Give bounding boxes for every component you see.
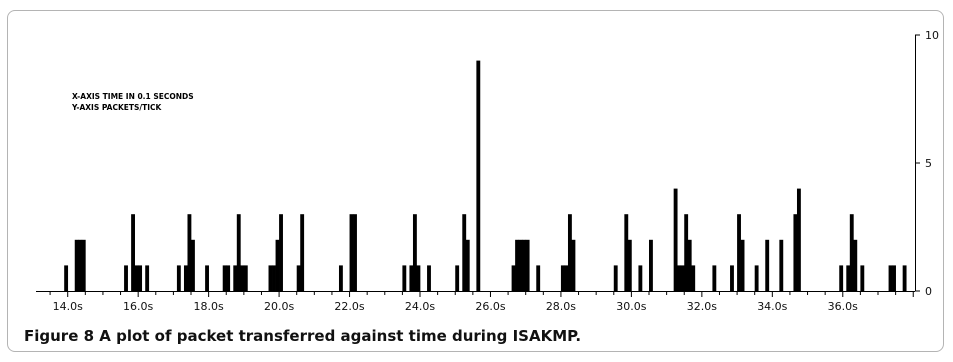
packet-bar bbox=[511, 265, 516, 291]
packet-bar bbox=[279, 214, 283, 291]
packet-bar bbox=[243, 265, 248, 291]
packet-bar bbox=[462, 214, 467, 291]
packet-bar bbox=[737, 214, 741, 291]
packet-bar bbox=[124, 265, 128, 291]
packet-bar bbox=[353, 214, 357, 291]
packet-bar bbox=[64, 265, 69, 291]
packet-bar bbox=[416, 265, 421, 291]
packet-bar bbox=[796, 188, 801, 291]
packet-bar bbox=[145, 265, 150, 291]
packet-bar bbox=[673, 188, 678, 291]
packet-bar bbox=[191, 239, 195, 291]
packet-bar bbox=[754, 265, 759, 291]
packet-bar bbox=[465, 239, 470, 291]
packet-bar bbox=[296, 265, 301, 291]
packet-bar bbox=[338, 265, 343, 291]
packet-bar bbox=[712, 265, 717, 291]
packet-bar bbox=[740, 239, 745, 291]
packet-bar bbox=[300, 214, 305, 291]
x-tick-label: 14.0s bbox=[53, 300, 83, 311]
packet-bar bbox=[138, 265, 143, 291]
packet-bar bbox=[518, 239, 523, 291]
packet-bar bbox=[853, 239, 858, 291]
packet-bar bbox=[888, 265, 893, 291]
packet-bar bbox=[687, 239, 692, 291]
packet-bar bbox=[476, 60, 481, 291]
figure-caption: Figure 8 A plot of packet transferred ag… bbox=[24, 327, 582, 345]
packet-bar bbox=[205, 265, 209, 291]
packet-bar bbox=[455, 265, 460, 291]
packet-bar bbox=[268, 265, 273, 291]
packet-bar bbox=[684, 214, 689, 291]
packet-bar bbox=[560, 265, 565, 291]
packet-bar bbox=[567, 214, 572, 291]
packet-bar bbox=[183, 265, 188, 291]
packet-bar bbox=[522, 239, 527, 291]
packet-bar bbox=[779, 239, 784, 291]
packet-bar bbox=[680, 265, 685, 291]
y-axis-note: Y-AXIS PACKETS/TICK bbox=[71, 103, 163, 112]
packet-bar bbox=[131, 214, 135, 291]
bars-layer bbox=[64, 60, 907, 291]
packet-bar bbox=[187, 214, 192, 291]
packet-bar bbox=[892, 265, 896, 291]
x-tick-label: 20.0s bbox=[264, 300, 294, 311]
packet-bar bbox=[730, 265, 734, 291]
x-tick-label: 18.0s bbox=[194, 300, 224, 311]
x-tick-label: 30.0s bbox=[616, 300, 646, 311]
packet-bar bbox=[846, 265, 851, 291]
packet-bar bbox=[236, 214, 241, 291]
packet-bar bbox=[691, 265, 696, 291]
packet-bar bbox=[793, 214, 798, 291]
packet-bar bbox=[627, 239, 632, 291]
packet-bar bbox=[536, 265, 541, 291]
x-tick-label: 34.0s bbox=[757, 300, 787, 311]
y-axis-ticks: 0 5 10 bbox=[915, 29, 939, 298]
packet-bar bbox=[839, 265, 844, 291]
packet-bar bbox=[78, 239, 83, 291]
packet-bar bbox=[515, 239, 519, 291]
packet-bar bbox=[409, 265, 414, 291]
packet-bar bbox=[349, 214, 354, 291]
packet-bar bbox=[240, 265, 245, 291]
packet-bar bbox=[649, 239, 653, 291]
packet-bar bbox=[624, 214, 629, 291]
x-tick-label: 36.0s bbox=[828, 300, 858, 311]
packet-bar bbox=[222, 265, 227, 291]
x-tick-label: 26.0s bbox=[475, 300, 505, 311]
packet-bar bbox=[226, 265, 231, 291]
packet-chart: 14.0s 16.0s 18.0s 20.0s 22.0s 24.0s 26.0s 28.0s… bbox=[36, 29, 939, 311]
x-tick-label: 32.0s bbox=[687, 300, 717, 311]
packet-bar bbox=[412, 214, 417, 291]
packet-bar bbox=[81, 239, 86, 291]
packet-bar bbox=[564, 265, 569, 291]
packet-bar bbox=[638, 265, 643, 291]
packet-bar bbox=[902, 265, 907, 291]
x-tick-label: 22.0s bbox=[334, 300, 364, 311]
y-tick-label: 0 bbox=[925, 285, 932, 298]
x-tick-label: 16.0s bbox=[123, 300, 153, 311]
packet-bar bbox=[860, 265, 865, 291]
packet-bar bbox=[427, 265, 431, 291]
y-tick-label: 5 bbox=[925, 157, 932, 170]
x-axis-note: X-AXIS TIME IN 0.1 SECONDS bbox=[72, 92, 194, 101]
packet-bar bbox=[402, 265, 407, 291]
packet-bar bbox=[272, 265, 276, 291]
packet-bar bbox=[571, 239, 576, 291]
packet-bar bbox=[765, 239, 770, 291]
y-tick-label: 10 bbox=[925, 29, 939, 42]
packet-bar bbox=[275, 239, 280, 291]
packet-bar bbox=[525, 239, 530, 291]
packet-bar bbox=[74, 239, 79, 291]
packet-bar bbox=[613, 265, 618, 291]
packet-bar bbox=[134, 265, 139, 291]
x-tick-label: 28.0s bbox=[546, 300, 576, 311]
x-tick-label: 24.0s bbox=[405, 300, 435, 311]
packet-bar bbox=[233, 265, 238, 291]
packet-bar bbox=[677, 265, 682, 291]
x-axis-ticks: 14.0s 16.0s 18.0s 20.0s 22.0s 24.0s 26.0s 28.0s… bbox=[49, 291, 914, 311]
packet-bar bbox=[849, 214, 854, 291]
figure-frame: 14.0s 16.0s 18.0s 20.0s 22.0s 24.0s 26.0s 28.0s… bbox=[7, 10, 944, 352]
packet-bar bbox=[176, 265, 181, 291]
